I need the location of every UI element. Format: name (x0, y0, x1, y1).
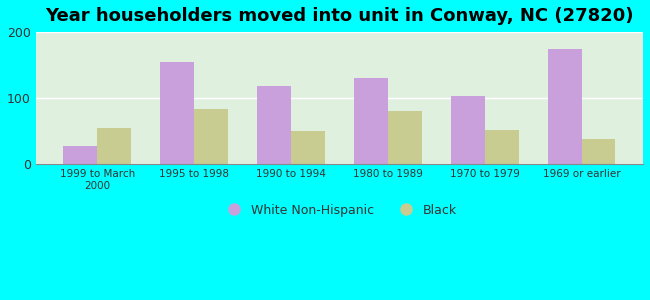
Bar (548, 49, 582, 164)
Bar (354, 78, 388, 164)
Bar (485, 130, 519, 164)
Bar (98, 128, 131, 164)
Bar (388, 112, 422, 164)
Bar (291, 131, 325, 164)
Bar (450, 96, 485, 164)
Title: Year householders moved into unit in Conway, NC (27820): Year householders moved into unit in Con… (45, 7, 634, 25)
Legend: White Non-Hispanic, Black: White Non-Hispanic, Black (216, 199, 462, 222)
Bar (582, 139, 616, 164)
Bar (194, 110, 228, 164)
Bar (160, 62, 194, 164)
Bar (63, 146, 98, 164)
Bar (257, 86, 291, 164)
